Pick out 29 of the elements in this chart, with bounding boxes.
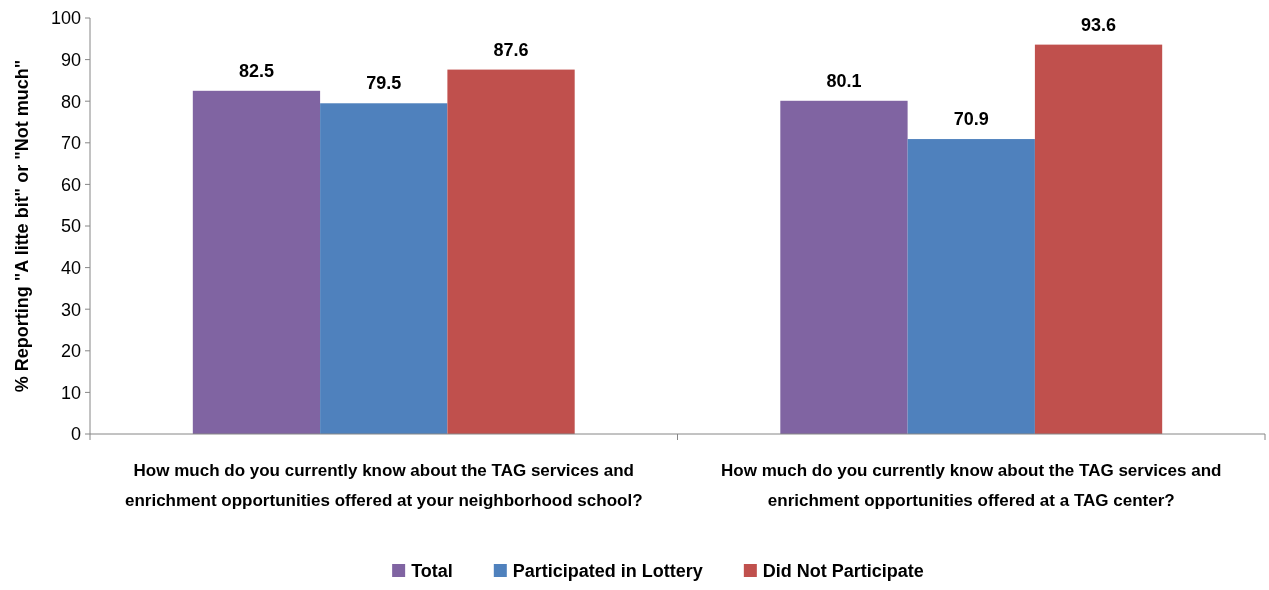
y-tick-label: 100 <box>50 8 81 29</box>
data-label: 93.6 <box>1081 14 1117 35</box>
y-axis-title: % Reporting "A litte bit" or "Not much" <box>12 59 32 393</box>
x-tick-label: How much do you currently know about the TAG services and enrichment opportunities offered at your neighborhood school? <box>124 461 643 510</box>
y-tick-label: 40 <box>60 257 81 278</box>
legend-label: Did Not Participate <box>762 561 924 581</box>
data-label: 70.9 <box>953 109 989 130</box>
y-tick-label: 0 <box>70 424 81 445</box>
legend-label: Participated in Lottery <box>512 561 703 581</box>
data-label: 80.1 <box>826 70 862 91</box>
y-tick-label: 60 <box>60 174 81 195</box>
y-tick-label: 30 <box>60 299 81 320</box>
data-label: 79.5 <box>366 73 402 94</box>
legend-label: Total <box>411 561 453 581</box>
y-tick-label: 10 <box>60 382 81 403</box>
x-tick-label: How much do you currently know about the TAG services and enrichment opportunities offered at a TAG center? <box>721 461 1222 510</box>
bar <box>907 139 1035 434</box>
y-tick-label: 20 <box>60 341 81 362</box>
bar <box>320 103 448 434</box>
bar <box>447 69 575 434</box>
y-tick-label: 50 <box>60 216 81 237</box>
bar <box>192 90 321 434</box>
y-tick-label: 80 <box>60 91 81 112</box>
bar <box>780 100 908 434</box>
bar <box>1034 44 1163 434</box>
data-label: 87.6 <box>493 39 529 60</box>
data-label: 82.5 <box>238 60 274 81</box>
y-tick-label: 70 <box>60 133 81 154</box>
y-tick-label: 90 <box>60 49 81 70</box>
